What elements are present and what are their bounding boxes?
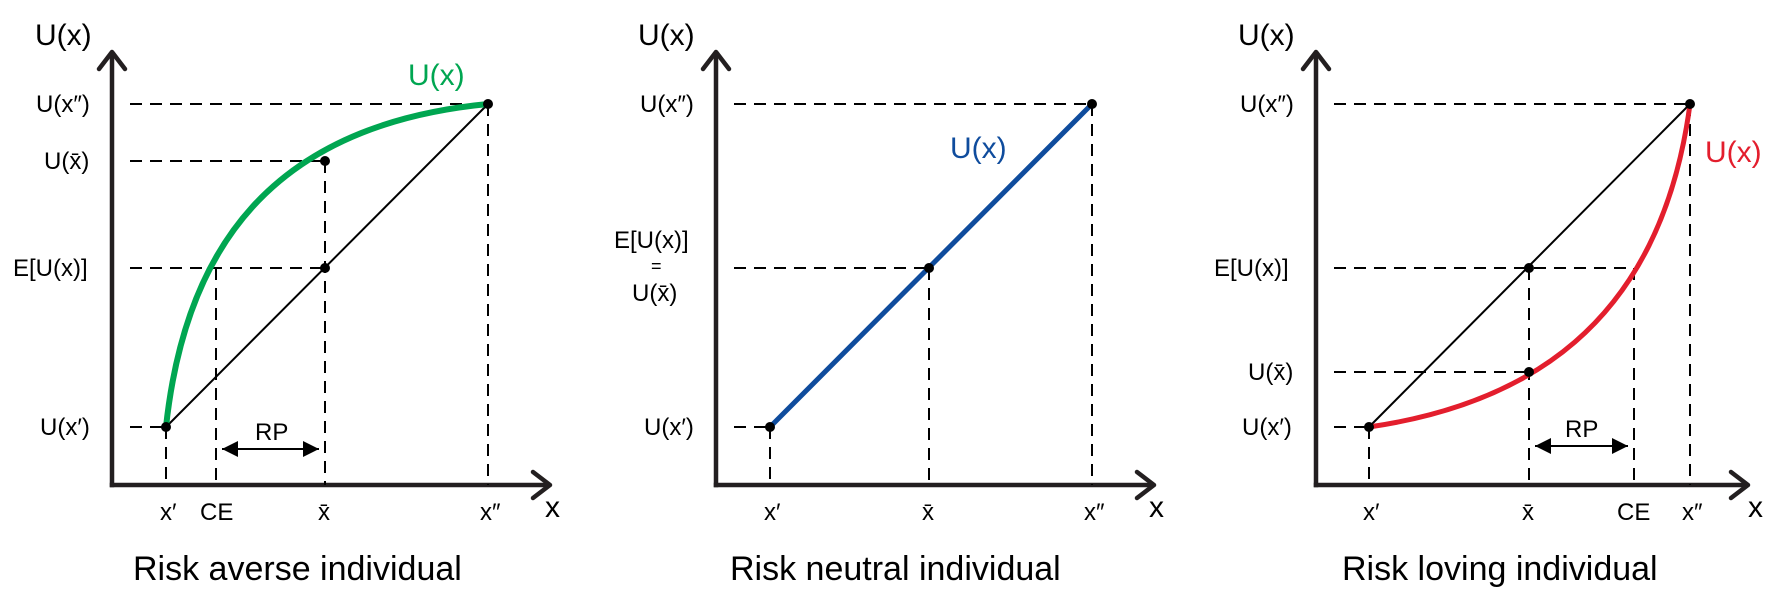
- x-axis-label: x: [545, 491, 560, 524]
- y-tick-u-mean: U(x̄): [44, 148, 89, 175]
- panel-caption: Risk loving individual: [1342, 550, 1658, 588]
- y-tick-eu: E[U(x)]: [13, 255, 88, 282]
- y-tick-u-low: U(x′): [40, 414, 90, 441]
- x-tick-ce: CE: [200, 499, 233, 526]
- x-axis-label: x: [1748, 491, 1763, 524]
- y-tick-u-high: U(x″): [1240, 91, 1294, 118]
- point-low: [161, 422, 171, 432]
- y-tick-eu: E[U(x)]: [1214, 255, 1289, 282]
- y-tick-equals: =: [651, 256, 662, 276]
- y-tick-u-high: U(x″): [36, 91, 90, 118]
- x-tick-x-mean: x̄: [318, 499, 330, 526]
- panel-risk-neutral: U(x) x U(x) U(x″) E[U(x)] = U(x̄) U(x′) …: [614, 19, 1164, 588]
- y-tick-eu: E[U(x)]: [614, 227, 689, 254]
- risk-premium-label: RP: [255, 419, 288, 446]
- x-axis-arrow: [1134, 469, 1157, 501]
- y-axis-arrow: [1300, 49, 1332, 72]
- utility-curve: [163, 101, 491, 430]
- panel-caption: Risk neutral individual: [730, 550, 1061, 588]
- x-tick-x-mean: x̄: [1522, 499, 1534, 526]
- x-tick-x-high: x″: [1682, 499, 1703, 526]
- point-high: [1685, 99, 1695, 109]
- point-low: [1364, 422, 1374, 432]
- y-tick-u-low: U(x′): [1242, 414, 1292, 441]
- x-axis-arrow: [530, 469, 553, 501]
- curve-label: U(x): [1705, 136, 1762, 169]
- y-tick-u-high: U(x″): [640, 91, 694, 118]
- point-u-mean: [1524, 367, 1534, 377]
- point-eu: [1524, 263, 1534, 273]
- point-low: [765, 422, 775, 432]
- point-mean: [924, 263, 934, 273]
- x-tick-x-high: x″: [1084, 499, 1105, 526]
- risk-premium-label: RP: [1565, 416, 1598, 443]
- x-tick-x-low: x′: [1363, 499, 1380, 526]
- point-high: [483, 99, 493, 109]
- point-u-mean: [320, 156, 330, 166]
- point-high: [1087, 99, 1097, 109]
- curve-label: U(x): [408, 59, 465, 92]
- panel-risk-loving: U(x) x U(x) U(x″) E[U(x)] U(x̄) U(x′) x′…: [1214, 19, 1763, 588]
- x-tick-ce: CE: [1617, 499, 1650, 526]
- y-tick-u-mean: U(x̄): [1248, 359, 1293, 386]
- x-axis-arrow: [1728, 469, 1751, 501]
- x-tick-x-low: x′: [764, 499, 781, 526]
- y-axis-label: U(x): [1238, 19, 1295, 52]
- y-axis-label: U(x): [638, 19, 695, 52]
- y-axis-label: U(x): [35, 19, 92, 52]
- x-tick-x-low: x′: [160, 499, 177, 526]
- utility-curve: [1366, 101, 1693, 430]
- y-axis-arrow: [96, 49, 128, 72]
- y-axis-arrow: [700, 49, 732, 72]
- y-tick-u-low: U(x′): [644, 414, 694, 441]
- curve-label: U(x): [950, 132, 1007, 165]
- point-eu: [320, 263, 330, 273]
- x-tick-x-high: x″: [480, 499, 501, 526]
- x-tick-x-mean: x̄: [922, 499, 934, 526]
- panel-caption: Risk averse individual: [133, 550, 462, 588]
- x-axis-label: x: [1149, 491, 1164, 524]
- panel-risk-averse: U(x) x U(x) U(x″) U(x̄) E[U(x)] U(x′) x′…: [13, 19, 560, 588]
- y-tick-u-mean: U(x̄): [632, 280, 677, 307]
